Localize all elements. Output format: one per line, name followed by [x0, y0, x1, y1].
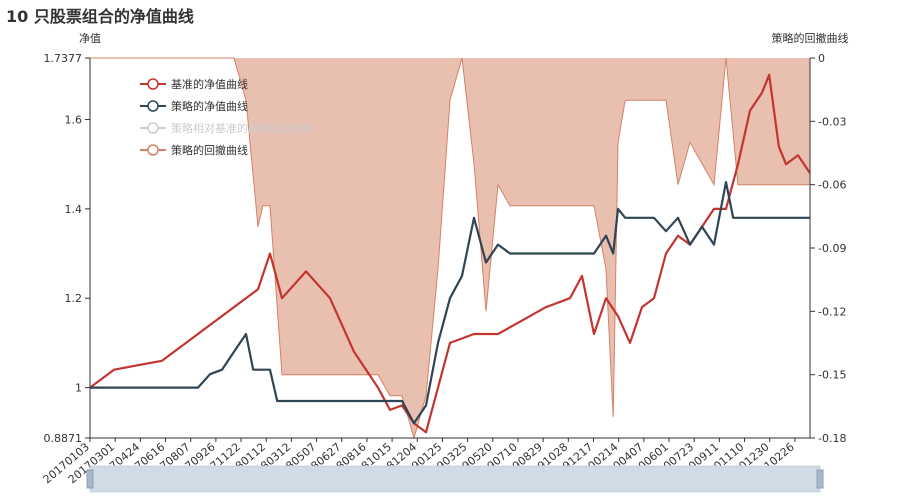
zoom-selected-range[interactable] — [90, 466, 820, 492]
zoom-handle-right[interactable] — [816, 469, 824, 489]
legend-label: 基准的净值曲线 — [171, 77, 248, 91]
legend-marker-circle — [147, 78, 159, 90]
data-zoom-slider[interactable] — [86, 465, 824, 493]
y-left-tick-label: 1.6 — [65, 114, 83, 127]
legend-marker-circle — [147, 122, 159, 134]
y-right-tick-label: -0.09 — [818, 242, 846, 255]
zoom-track[interactable] — [89, 465, 821, 493]
y-right-tick-label: -0.12 — [818, 305, 846, 318]
y-left-tick-label: 0.8871 — [44, 432, 83, 445]
zoom-handle-left[interactable] — [86, 469, 94, 489]
legend-label: 策略相对基准的超额收益曲线 — [171, 121, 314, 135]
legend-item-strategy[interactable]: 策略的净值曲线 — [140, 99, 248, 113]
y-right-tick-label: -0.03 — [818, 115, 846, 128]
drawdown-area-group — [90, 57, 810, 440]
y-left-tick-label: 1 — [75, 382, 82, 395]
y-right-tick-label: -0.18 — [818, 432, 846, 445]
legend-label: 策略的回撤曲线 — [171, 143, 248, 157]
drawdown-area — [90, 58, 810, 438]
y-left-axis-title: 净值 — [79, 31, 101, 45]
legend-item-drawdown[interactable]: 策略的回撤曲线 — [140, 143, 248, 157]
strategy-line — [90, 181, 810, 425]
y-right-tick-label: -0.15 — [818, 369, 846, 382]
y-right-tick-label: -0.06 — [818, 179, 846, 192]
y-right-axis-title: 策略的回撤曲线 — [772, 31, 849, 45]
y-left-tick-label: 1.4 — [65, 203, 83, 216]
series-lines-group — [89, 73, 811, 434]
legend-item-benchmark[interactable]: 基准的净值曲线 — [140, 77, 248, 91]
legend-marker-circle — [147, 100, 159, 112]
legend-marker-circle — [147, 144, 159, 156]
y-left-tick-label: 1.7377 — [44, 52, 83, 65]
benchmark-line — [89, 73, 811, 434]
y-right-tick-label: 0 — [818, 52, 825, 65]
legend-label: 策略的净值曲线 — [171, 99, 248, 113]
legend-item-excess[interactable]: 策略相对基准的超额收益曲线 — [140, 121, 314, 135]
drawdown-line — [90, 57, 810, 440]
y-left-tick-label: 1.2 — [65, 292, 83, 305]
chart-title: 10 只股票组合的净值曲线 — [6, 7, 194, 26]
